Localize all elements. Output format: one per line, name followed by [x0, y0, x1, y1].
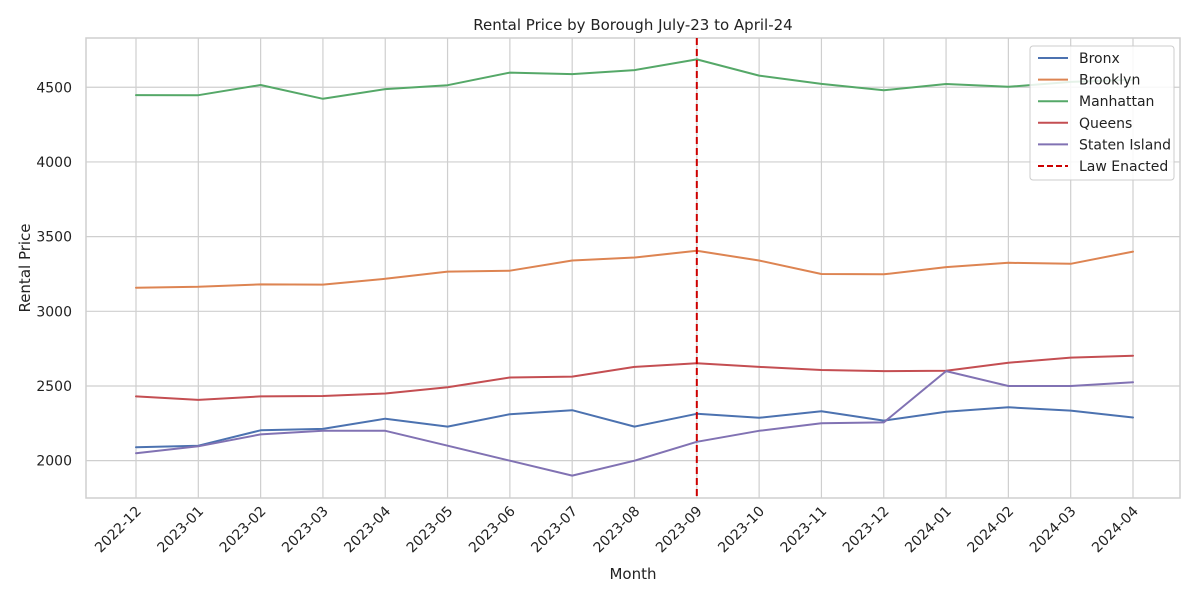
- y-tick-label: 2000: [36, 454, 72, 470]
- x-tick-label: 2023-07: [528, 504, 581, 557]
- series-lines: [135, 58, 1134, 477]
- x-tick-label: 2023-06: [466, 503, 519, 556]
- x-tick-label: 2024-03: [1027, 504, 1080, 557]
- series-line-staten-island: [135, 370, 1134, 477]
- x-tick-label: 2023-09: [653, 504, 706, 557]
- x-tick-label: 2023-08: [591, 504, 644, 557]
- x-tick-label: 2023-01: [154, 504, 207, 557]
- legend-label-queens: Queens: [1079, 116, 1132, 132]
- x-tick-label: 2024-02: [965, 504, 1018, 557]
- y-tick-label: 3500: [36, 230, 72, 246]
- legend-label-staten-island: Staten Island: [1079, 137, 1171, 153]
- x-tick-label: 2023-11: [778, 504, 831, 557]
- x-tick-label: 2023-12: [840, 504, 893, 557]
- series-line-bronx: [135, 406, 1134, 449]
- legend-label-law-enacted: Law Enacted: [1079, 159, 1168, 175]
- y-tick-label: 4000: [36, 155, 72, 171]
- y-tick-label: 3000: [36, 304, 72, 320]
- plot-frame: [85, 37, 1181, 499]
- series-line-brooklyn: [135, 249, 1134, 289]
- y-tick-label: 2500: [36, 379, 72, 395]
- legend-label-brooklyn: Brooklyn: [1079, 73, 1140, 89]
- x-tick-label: 2024-01: [902, 504, 955, 557]
- x-tick-label: 2023-02: [217, 504, 270, 557]
- legend-items: Bronx Brooklyn Manhattan Queens Staten Islan…: [1038, 51, 1171, 175]
- y-tick-labels: 2000 2500 3000 3500 4000 4500: [36, 80, 72, 469]
- x-tick-labels: 2022-12 2023-01 2023-02 2023-03 2023-04 2023-…: [92, 503, 1142, 556]
- x-axis-label: Month: [609, 565, 656, 583]
- legend: Bronx Brooklyn Manhattan Queens Staten Islan…: [1029, 45, 1175, 181]
- y-axis-label: Rental Price: [16, 223, 34, 312]
- x-tick-label: 2024-04: [1089, 503, 1142, 556]
- x-tick-label: 2023-10: [715, 504, 768, 557]
- series-line-manhattan: [135, 58, 1134, 100]
- y-tick-label: 4500: [36, 80, 72, 96]
- x-tick-label: 2022-12: [92, 504, 145, 557]
- grid-layer: [86, 38, 1180, 498]
- chart-title: Rental Price by Borough July-23 to April…: [473, 16, 792, 34]
- series-line-queens: [135, 354, 1134, 401]
- legend-label-manhattan: Manhattan: [1079, 94, 1154, 110]
- x-tick-label: 2023-04: [341, 503, 394, 556]
- x-tick-label: 2023-03: [279, 504, 332, 557]
- x-tick-label: 2023-05: [404, 504, 457, 557]
- legend-label-bronx: Bronx: [1079, 51, 1120, 67]
